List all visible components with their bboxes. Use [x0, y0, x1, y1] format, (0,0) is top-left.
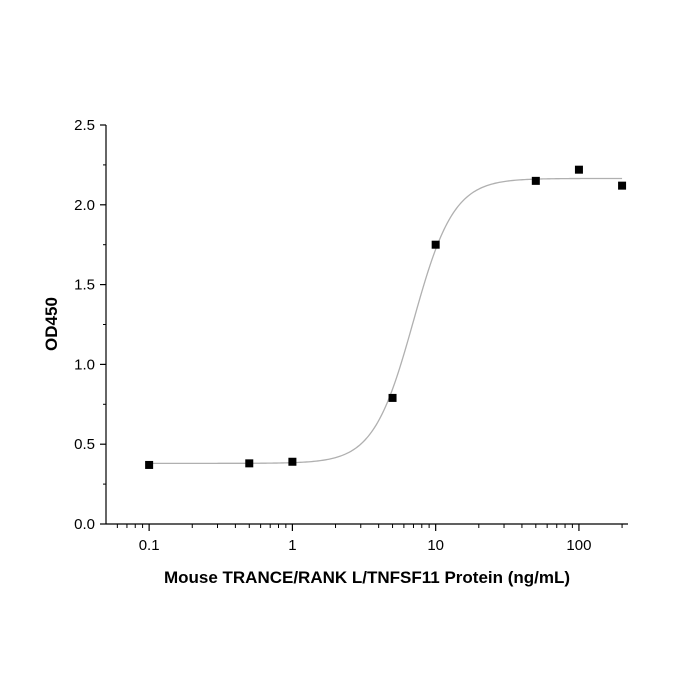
x-tick-label: 1 [288, 537, 296, 554]
fit-curve-layer [149, 177, 623, 464]
axes [100, 124, 628, 531]
y-tick-label: 1.0 [74, 356, 95, 373]
y-tick-label: 1.5 [74, 277, 95, 294]
y-tick-label: 0.0 [74, 516, 95, 533]
data-point [431, 240, 440, 249]
x-tick-label: 0.1 [139, 537, 160, 554]
x-tick-label: 100 [566, 537, 591, 554]
data-point [245, 459, 254, 468]
x-tick-label: 10 [427, 537, 444, 554]
fit-curve [149, 177, 623, 464]
tick-labels-layer: 0.0 0.5 1.0 1.5 2.0 2.5 0.1 1 10 100 [74, 117, 591, 554]
data-point [574, 165, 583, 174]
y-tick-label: 2.5 [74, 117, 95, 134]
data-point [288, 457, 297, 466]
data-point [145, 460, 154, 469]
data-points-layer [145, 165, 627, 469]
y-axis-title: OD450 [42, 297, 61, 351]
data-point [618, 181, 627, 190]
data-point [531, 176, 540, 185]
x-axis-title: Mouse TRANCE/RANK L/TNFSF11 Protein (ng/… [164, 568, 570, 587]
y-tick-label: 2.0 [74, 197, 95, 214]
data-point [388, 393, 397, 402]
y-tick-label: 0.5 [74, 436, 95, 453]
